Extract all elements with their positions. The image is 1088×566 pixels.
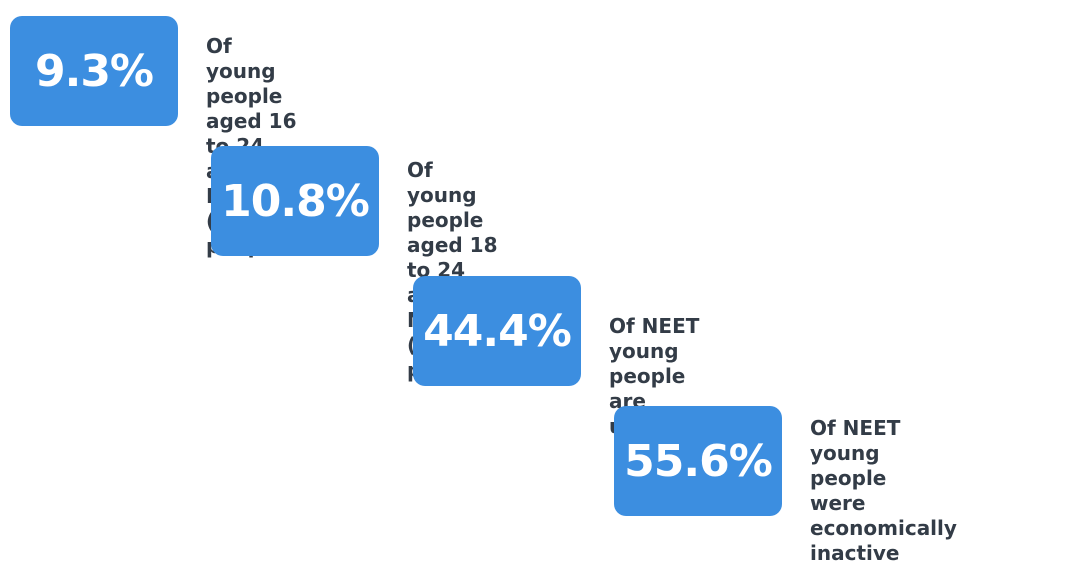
stat-value-box: 55.6% bbox=[614, 406, 782, 516]
stat-value: 55.6% bbox=[624, 435, 773, 487]
stat-value-box: 44.4% bbox=[413, 276, 581, 386]
stat-value: 9.3% bbox=[34, 45, 154, 97]
stat-value-box: 10.8% bbox=[211, 146, 379, 256]
stat-value: 10.8% bbox=[221, 175, 370, 227]
stat-description: Of NEET young people were economically i… bbox=[810, 416, 957, 565]
stat-value: 44.4% bbox=[423, 305, 572, 357]
stat-value-box: 9.3% bbox=[10, 16, 178, 126]
